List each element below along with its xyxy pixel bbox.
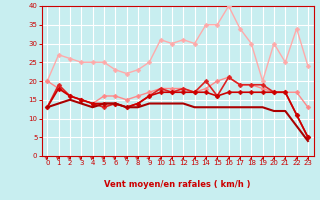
X-axis label: Vent moyen/en rafales ( km/h ): Vent moyen/en rafales ( km/h ) xyxy=(104,180,251,189)
